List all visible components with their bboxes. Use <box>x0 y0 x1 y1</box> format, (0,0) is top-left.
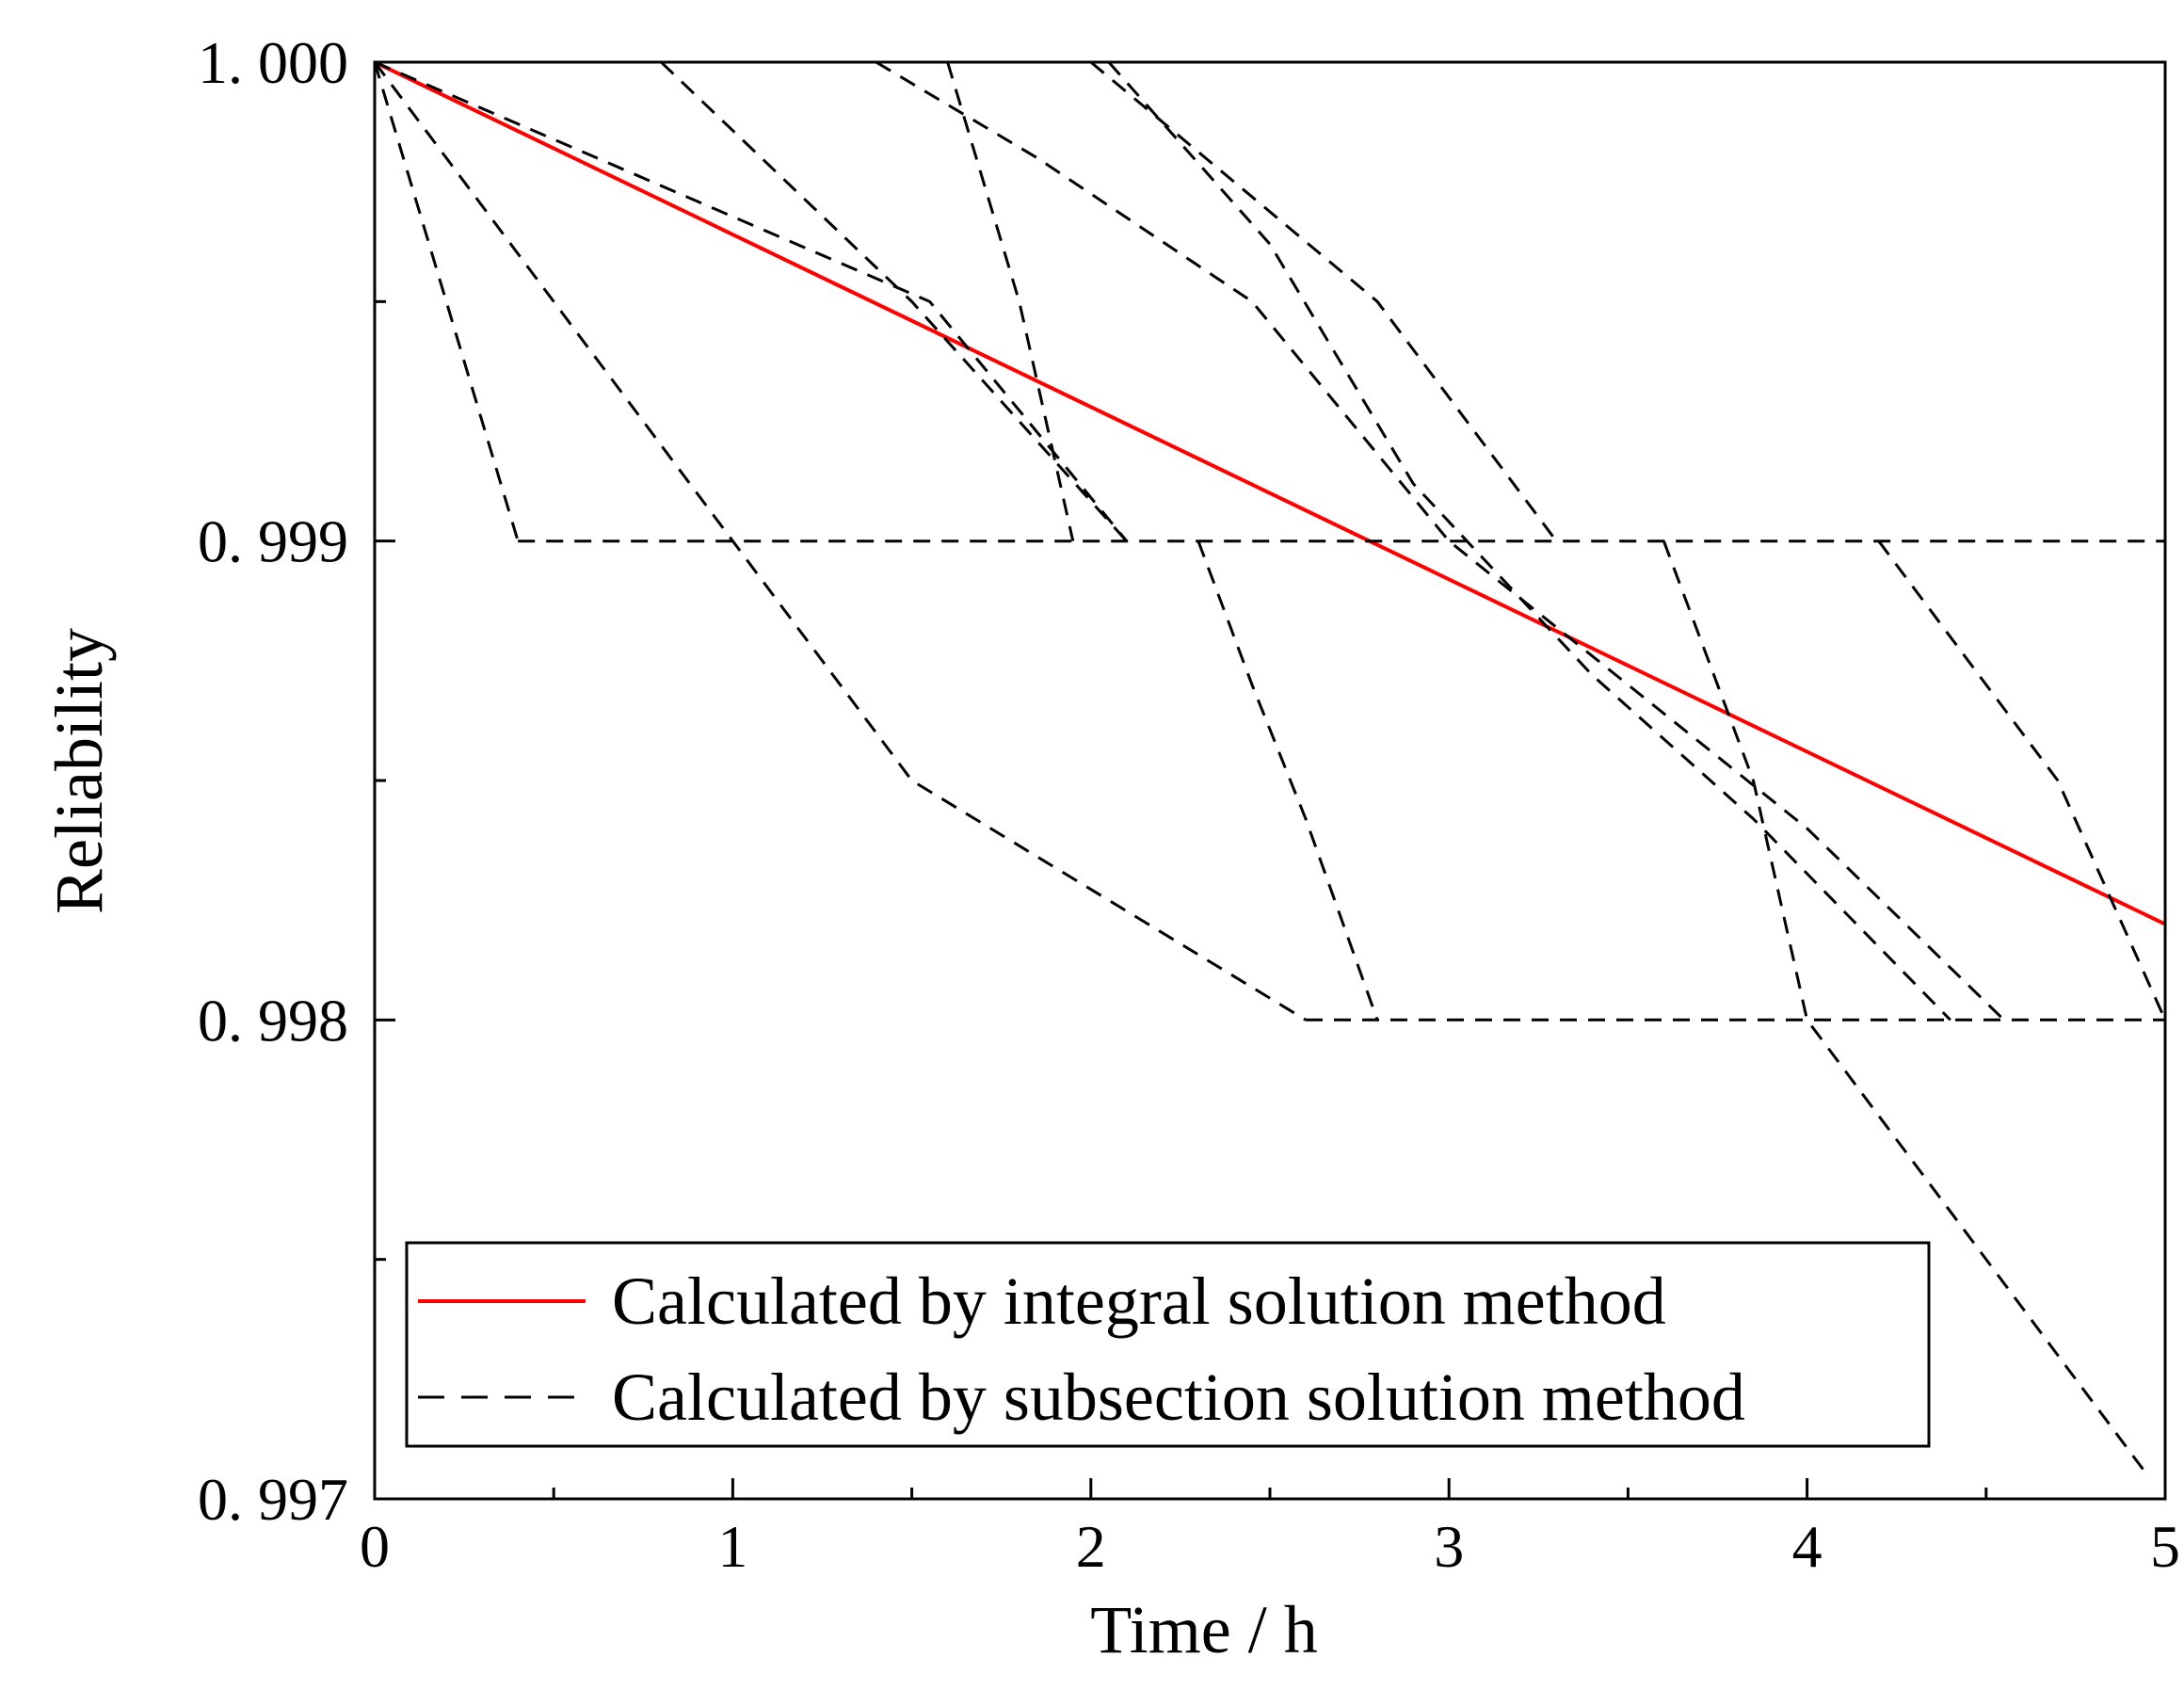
axes: 0 1 2 3 4 5 0. 997 0. 998 0. 999 1. 000 Time / h Re… <box>41 29 2180 1667</box>
legend-label-integral: Calculated by integral solution method <box>612 1263 1666 1339</box>
legend-box <box>405 1241 1931 1448</box>
y-axis-title: Reliability <box>41 628 117 914</box>
subsection-series-line-10 <box>1089 62 1558 542</box>
x-tick-label: 1 <box>717 1513 747 1580</box>
legend-label-subsection: Calculated by subsection solution method <box>612 1360 1745 1435</box>
y-tick-label: 1. 000 <box>198 29 348 96</box>
y-tick-label: 0. 999 <box>198 508 348 575</box>
x-tick-label: 0 <box>360 1513 390 1580</box>
x-tick-label: 3 <box>1434 1513 1464 1580</box>
plot-area <box>375 62 2165 1476</box>
subsection-series-line-2 <box>375 62 520 542</box>
legend: Calculated by integral solution method Ca… <box>405 1241 1931 1448</box>
subsection-series-line-7 <box>660 62 1128 542</box>
y-tick-label: 0. 997 <box>198 1466 348 1533</box>
subsection-series-line-6 <box>375 62 1128 542</box>
subsection-series-line-12 <box>1196 540 1379 1021</box>
subsection-series-line-9 <box>946 62 1075 542</box>
x-tick-label: 4 <box>1792 1513 1823 1580</box>
y-tick-label: 0. 998 <box>198 987 348 1054</box>
x-tick-label: 5 <box>2150 1513 2180 1580</box>
subsection-series-line-11 <box>1107 62 1951 1022</box>
subsection-series-line-13 <box>1662 540 2149 1476</box>
subsection-series-line-14 <box>1877 539 2165 1021</box>
x-tick-label: 2 <box>1076 1513 1106 1580</box>
x-axis-title: Time / h <box>1090 1592 1317 1667</box>
subsection-series-line-8 <box>875 62 2005 1022</box>
integral-series-line <box>375 62 2165 926</box>
subsection-series-line-4 <box>375 62 1307 1022</box>
